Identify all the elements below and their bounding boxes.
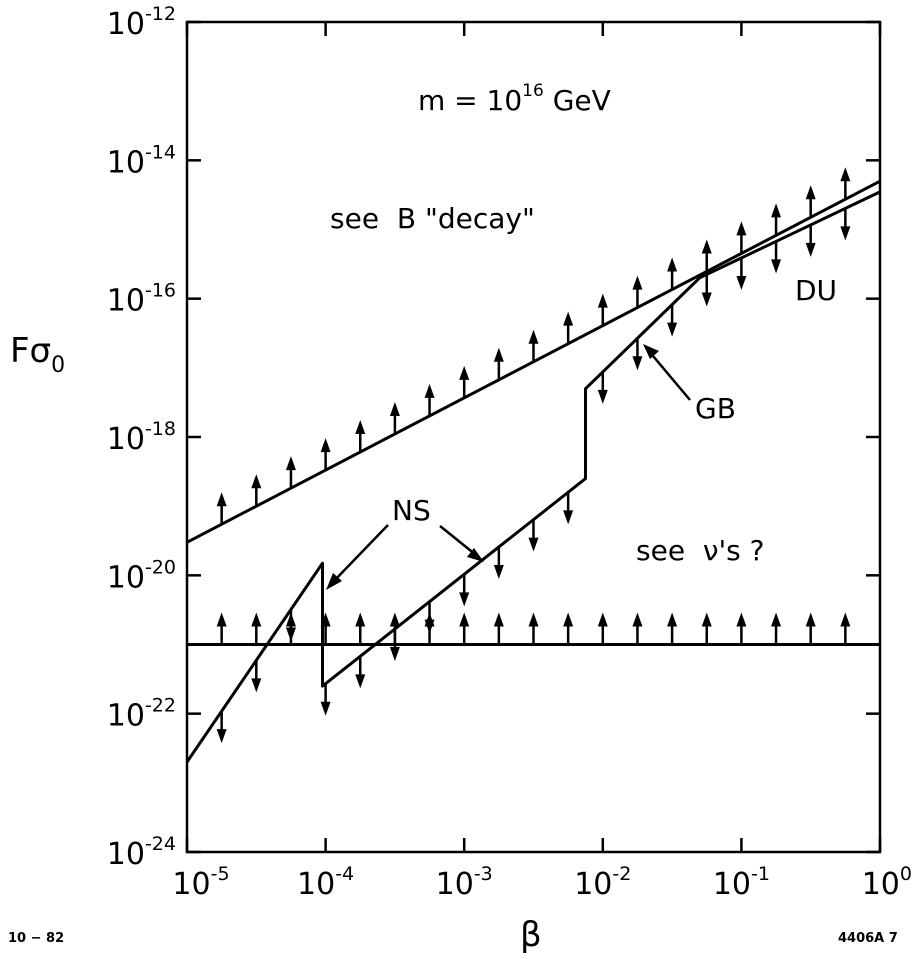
ns-leader-right-head bbox=[467, 548, 484, 562]
series-line-du bbox=[186, 179, 881, 544]
y-tick-labels: 10-24 10-22 10-20 10-18 10-16 10-14 10-12 bbox=[107, 3, 176, 872]
arrow-head-ns_gb-6 bbox=[389, 647, 400, 662]
arrow-head-du-10 bbox=[528, 329, 539, 344]
figure-date: 10 − 82 bbox=[8, 931, 64, 946]
du-label: DU bbox=[795, 274, 837, 307]
y-tick-label-4: 10-16 bbox=[107, 280, 176, 319]
arrow-head-ns_gb-16 bbox=[736, 275, 747, 290]
x-tick-label-5: 100 bbox=[862, 863, 912, 902]
arrow-head-du-13 bbox=[632, 275, 643, 290]
arrow-head-ns_gb-15 bbox=[701, 292, 712, 307]
arrow-head-ns_gb-4 bbox=[320, 701, 331, 716]
arrow-head-ns_gb-13 bbox=[632, 356, 643, 371]
arrow-head-horizontal-14 bbox=[667, 612, 678, 627]
x-tick-label-1: 10-4 bbox=[297, 863, 354, 902]
arrow-head-du-11 bbox=[563, 311, 574, 326]
y-tick-label-6: 10-12 bbox=[107, 3, 176, 42]
mass-annotation: m = 1016 GeV bbox=[418, 81, 611, 117]
x-axis-title: β bbox=[520, 915, 542, 955]
arrow-head-horizontal-10 bbox=[528, 612, 539, 627]
arrow-head-horizontal-13 bbox=[632, 612, 643, 627]
figure-id: 4406A 7 bbox=[838, 931, 898, 946]
arrow-head-du-4 bbox=[320, 438, 331, 453]
arrow-head-du-2 bbox=[251, 474, 262, 489]
series-arrows bbox=[216, 167, 851, 744]
arrow-head-du-12 bbox=[597, 293, 608, 308]
y-tick-label-5: 10-14 bbox=[107, 141, 176, 180]
arrow-head-ns_gb-1 bbox=[216, 729, 227, 744]
arrow-head-du-18 bbox=[805, 185, 816, 200]
arrow-head-horizontal-5 bbox=[355, 612, 366, 627]
arrow-head-du-8 bbox=[459, 365, 470, 380]
y-tick-label-2: 10-20 bbox=[107, 556, 176, 595]
ns-label: NS bbox=[392, 494, 431, 527]
ns-leader-right bbox=[439, 525, 477, 556]
arrow-head-horizontal-1 bbox=[216, 612, 227, 627]
arrow-head-horizontal-19 bbox=[840, 612, 851, 627]
gb-leader-head bbox=[643, 344, 659, 359]
arrow-head-du-7 bbox=[424, 383, 435, 398]
arrow-head-du-6 bbox=[389, 401, 400, 416]
arrow-head-du-1 bbox=[216, 492, 227, 507]
y-tick-label-3: 10-18 bbox=[107, 418, 176, 457]
arrow-head-ns_gb-12 bbox=[597, 389, 608, 404]
arrow-head-ns_gb-19 bbox=[840, 226, 851, 241]
arrow-head-ns_gb-5 bbox=[355, 674, 366, 689]
ns-leader-left-head bbox=[326, 573, 342, 590]
arrow-head-ns_gb-18 bbox=[805, 242, 816, 257]
x-tick-labels: 10-5 10-4 10-3 10-2 10-1 100 bbox=[172, 863, 912, 902]
arrow-head-du-15 bbox=[701, 239, 712, 254]
arrow-head-horizontal-9 bbox=[493, 612, 504, 627]
arrow-head-horizontal-17 bbox=[771, 612, 782, 627]
axis-ticks bbox=[185, 20, 882, 854]
arrow-head-horizontal-12 bbox=[597, 612, 608, 627]
arrow-head-horizontal-16 bbox=[736, 612, 747, 627]
y-axis-title: Fσ0 bbox=[10, 331, 65, 378]
arrow-head-du-17 bbox=[771, 203, 782, 218]
arrow-head-ns_gb-3 bbox=[285, 627, 296, 642]
arrow-head-horizontal-6 bbox=[389, 612, 400, 627]
arrow-head-ns_gb-17 bbox=[771, 259, 782, 274]
arrow-head-horizontal-8 bbox=[459, 612, 470, 627]
gb-label: GB bbox=[695, 392, 736, 425]
b-decay-annotation: see B "decay" bbox=[330, 202, 535, 235]
arrow-head-ns_gb-2 bbox=[251, 678, 262, 693]
arrow-head-du-19 bbox=[840, 167, 851, 182]
arrow-head-horizontal-18 bbox=[805, 612, 816, 627]
arrow-head-du-5 bbox=[355, 420, 366, 435]
arrow-head-ns_gb-11 bbox=[563, 510, 574, 525]
arrow-head-ns_gb-8 bbox=[459, 592, 470, 607]
x-tick-label-0: 10-5 bbox=[172, 863, 229, 902]
arrow-head-horizontal-4 bbox=[320, 612, 331, 627]
arrow-head-du-16 bbox=[736, 221, 747, 236]
x-tick-label-3: 10-2 bbox=[574, 863, 631, 902]
plot-frame bbox=[185, 20, 882, 854]
arrow-head-du-9 bbox=[493, 347, 504, 362]
arrow-head-horizontal-11 bbox=[563, 612, 574, 627]
arrow-head-ns_gb-7 bbox=[424, 619, 435, 634]
arrow-head-du-3 bbox=[285, 456, 296, 471]
arrow-head-ns_gb-9 bbox=[493, 565, 504, 580]
ns-leader-left bbox=[332, 524, 389, 583]
arrow-head-ns_gb-14 bbox=[667, 322, 678, 337]
y-tick-label-1: 10-22 bbox=[107, 695, 176, 734]
arrow-head-horizontal-15 bbox=[701, 612, 712, 627]
arrow-head-ns_gb-10 bbox=[528, 537, 539, 552]
y-tick-label-0: 10-24 bbox=[107, 833, 176, 872]
x-tick-label-2: 10-3 bbox=[436, 863, 493, 902]
series-line-ns_gb bbox=[185, 190, 881, 763]
gb-leader bbox=[647, 349, 691, 401]
arrow-head-du-14 bbox=[667, 257, 678, 272]
neutrinos-annotation: see ν's ? bbox=[636, 534, 765, 567]
arrow-head-horizontal-2 bbox=[251, 612, 262, 627]
label-leaders bbox=[326, 344, 691, 590]
x-tick-label-4: 10-1 bbox=[713, 863, 770, 902]
